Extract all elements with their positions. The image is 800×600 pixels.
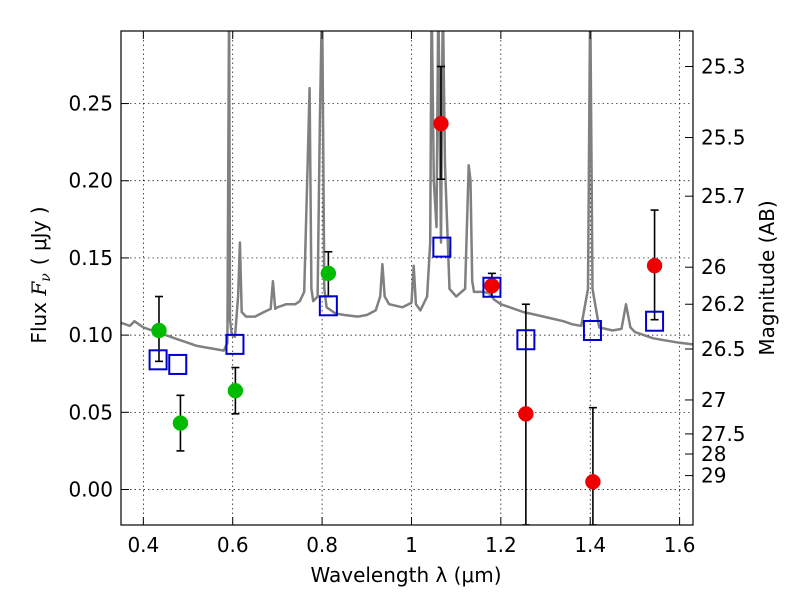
x-tick-label: 1.4 [574,533,606,557]
y2-tick-label: 25.7 [701,184,746,208]
y-tick-label: 0.00 [68,477,113,501]
marker-layer [148,115,665,490]
y2-axis-label: Magnitude (AB) [755,200,779,355]
red-data-point [484,277,500,294]
y-tick-label: 0.05 [68,400,113,424]
x-axis-label: Wavelength λ (μm) [310,563,501,587]
blue-square-marker [482,276,502,298]
y-axis-label-prefix: Flux [27,296,51,344]
blue-square-marker [148,349,168,371]
y2-tick-label: 27.5 [701,422,746,446]
x-tick-label: 0.4 [127,533,159,557]
x-tick-label: 1 [405,533,418,557]
x-tick-label: 1.2 [485,533,517,557]
y-axis-label-subscript: ν [38,273,54,282]
x-tick-label: 0.6 [217,533,249,557]
y2-tick-label: 28 [701,442,726,466]
y-axis-label: Flux Fν ( μJy ) [27,206,54,343]
y-tick-label: 0.10 [68,323,113,347]
blue-square-marker [516,329,536,351]
x-tick-label: 1.6 [664,533,696,557]
y2-tick-label: 29 [701,464,726,488]
green-data-point [227,382,244,399]
y2-tick-label: 26 [701,255,726,279]
blue-square-marker [318,295,338,317]
green-data-point [172,415,189,431]
red-data-point [646,257,663,274]
y-tick-label: 0.25 [68,92,113,116]
red-data-point [518,406,534,422]
plot-background [121,31,693,525]
blue-square-marker [582,319,602,341]
blue-square-marker [645,310,665,332]
y-axis-label-symbol: F [27,281,51,297]
y2-tick-label: 25.3 [701,55,746,79]
tick-layer: 0.4 0.6 0.8 1 1.2 1.4 1.6 0.00 0.05 0.10 0.15 0.20 0… [68,31,746,557]
red-data-point [433,115,449,132]
y2-tick-label: 26.2 [701,292,746,316]
red-data-point [585,474,601,490]
blue-square-marker [168,353,188,375]
green-data-point [151,322,167,339]
green-data-point [320,265,337,282]
blue-square-marker [225,333,245,355]
plot-frame [120,30,694,526]
y-axis-label-unit: ( μJy ) [27,206,51,265]
y-tick-label: 0.15 [68,246,113,270]
y2-tick-label: 26.5 [701,337,746,361]
blue-square-marker [432,236,452,258]
y-tick-label: 0.20 [68,169,113,193]
x-tick-label: 0.8 [306,533,338,557]
y2-tick-label: 27 [701,388,726,412]
y2-tick-label: 25.5 [701,126,746,150]
